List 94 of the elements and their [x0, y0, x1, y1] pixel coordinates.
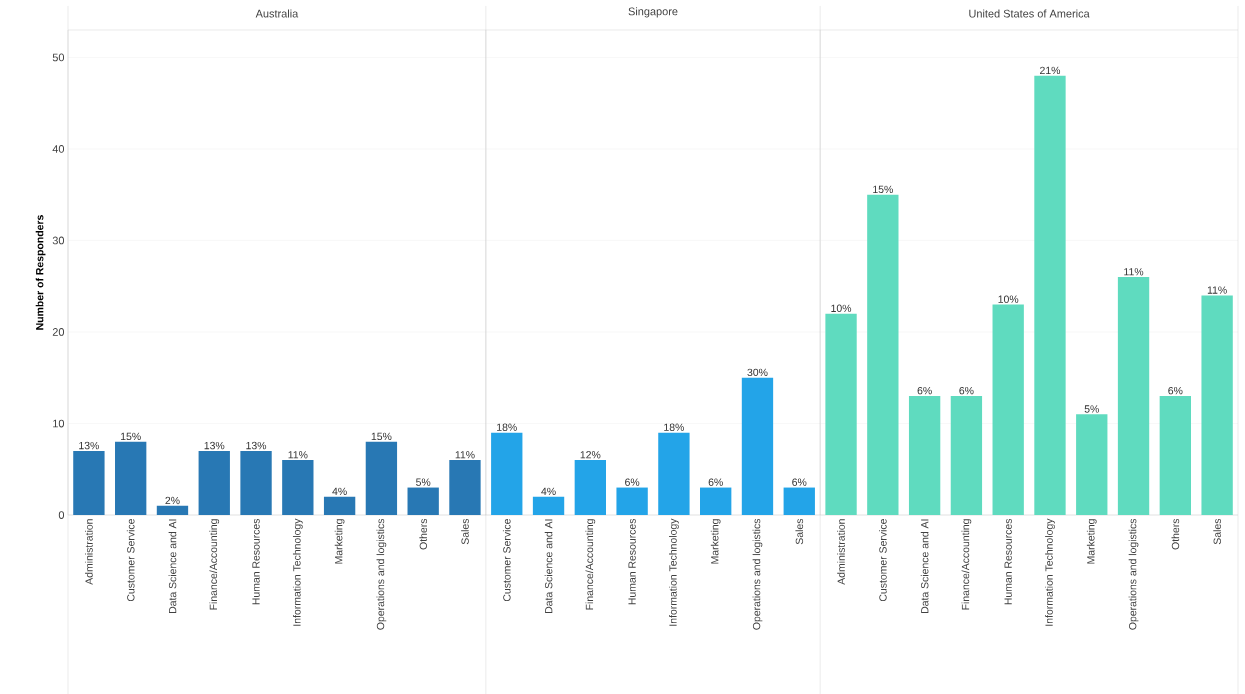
x-tick-label: Marketing: [1086, 519, 1097, 564]
x-tick-label: Customer Service: [126, 518, 135, 602]
x-tick-label: Operations and logistics: [752, 518, 763, 630]
annotation: 13%: [246, 441, 267, 450]
x-tick-label: Operations and logistics: [1128, 518, 1139, 630]
bar: [115, 441, 147, 515]
x-tick-label: Marketing: [334, 519, 345, 564]
x-tick-label: Marketing: [710, 519, 721, 564]
x-tick-label: Finance/Accounting: [209, 519, 220, 610]
annotation: 11%: [288, 451, 308, 459]
y-tick-label: 40: [52, 145, 65, 153]
x-tick-label: Administration: [85, 519, 93, 585]
annotation: 12%: [580, 450, 601, 459]
y-tick-label: 10: [53, 419, 65, 428]
annotation: 10%: [831, 304, 852, 312]
y-tick-label: 50: [52, 53, 65, 62]
annotation: 18%: [664, 423, 684, 431]
bar: [1034, 75, 1066, 515]
x-tick-label: Information Technology: [669, 518, 679, 626]
x-tick-label: Sales: [795, 518, 804, 545]
x-tick-label: Others: [1171, 518, 1180, 550]
annotation: 6%: [792, 478, 807, 486]
bar: [908, 395, 941, 515]
annotation: 15%: [873, 185, 893, 193]
bar: [407, 487, 439, 515]
x-tick-label: Human Resources: [628, 518, 636, 605]
bar: [1159, 395, 1191, 515]
bar: [156, 505, 189, 515]
annotation: 15%: [371, 432, 392, 441]
bar: [867, 194, 899, 515]
annotation: 5%: [1084, 405, 1099, 413]
x-tick-label: Data Science and AI: [168, 519, 177, 613]
x-tick-label: Data Science and AI: [920, 519, 929, 613]
x-tick-label: Human Resources: [1004, 518, 1012, 605]
annotation: 13%: [79, 441, 99, 450]
annotation: 13%: [204, 441, 225, 450]
bar: [282, 460, 314, 515]
x-tick-label: Sales: [1213, 518, 1221, 545]
bar: [323, 496, 356, 515]
bar: [491, 432, 523, 515]
x-tick-label: Others: [419, 518, 428, 550]
annotation: 4%: [541, 487, 556, 495]
annotation: 6%: [917, 386, 932, 395]
bar: [73, 450, 105, 515]
annotation: 10%: [998, 295, 1019, 303]
bar: [365, 441, 398, 515]
chart-title: United States of America: [969, 9, 1090, 18]
bar: [532, 496, 565, 515]
bar: [992, 304, 1024, 515]
annotation: 30%: [747, 368, 768, 376]
x-tick-label: Information Technology: [1045, 518, 1055, 626]
x-tick-label: Administration: [837, 519, 845, 585]
bar: [616, 487, 648, 515]
x-tick-label: Operations and logistics: [376, 518, 387, 630]
annotation: 6%: [959, 386, 974, 395]
annotation: 6%: [708, 478, 723, 486]
bar: [825, 313, 857, 515]
x-tick-label: Customer Service: [502, 518, 511, 602]
bar: [658, 432, 690, 515]
bar: [1076, 414, 1108, 515]
y-tick-label: 30: [52, 236, 65, 245]
y-axis-title: Number of Responders: [35, 215, 46, 330]
x-tick-label: Data Science and AI: [544, 519, 553, 613]
annotation: 6%: [625, 478, 640, 486]
bar: [449, 460, 481, 515]
annotation: 6%: [1168, 386, 1183, 395]
bar: [950, 395, 983, 515]
x-tick-label: Finance/Accounting: [585, 519, 596, 610]
bar: [783, 487, 815, 515]
x-tick-label: Customer Service: [879, 518, 887, 602]
bar: [700, 487, 732, 515]
bar: [198, 450, 230, 515]
annotation: 11%: [1207, 286, 1227, 294]
bar: [574, 460, 606, 515]
chart-title: Australia: [255, 9, 299, 18]
annotation: 11%: [455, 451, 475, 459]
annotation: 15%: [121, 432, 141, 441]
bar: [741, 377, 774, 515]
annotation: 2%: [165, 496, 180, 505]
bar: [240, 450, 272, 515]
annotation: 21%: [1040, 66, 1061, 74]
x-tick-label: Human Resources: [252, 518, 260, 605]
x-tick-label: Sales: [461, 518, 469, 545]
y-tick-label: 20: [52, 328, 65, 336]
bar: [1201, 295, 1233, 515]
bar: [1117, 276, 1150, 515]
x-tick-label: Finance/Accounting: [961, 519, 972, 610]
annotation: 11%: [1124, 267, 1144, 276]
chart-title: Singapore: [628, 7, 678, 18]
x-tick-label: Information Technology: [292, 518, 303, 626]
annotation: 4%: [332, 487, 347, 495]
annotation: 18%: [497, 423, 517, 431]
y-tick-label: 0: [58, 511, 65, 519]
annotation: 5%: [416, 478, 431, 486]
